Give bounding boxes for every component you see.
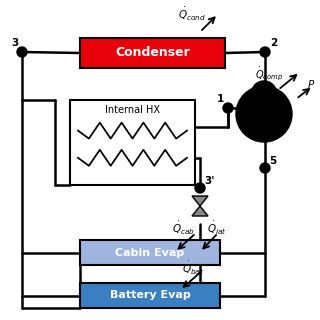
Text: 3': 3' xyxy=(204,176,214,186)
Circle shape xyxy=(260,163,270,173)
Bar xyxy=(80,283,220,308)
Circle shape xyxy=(260,47,270,57)
Bar xyxy=(80,240,220,265)
Circle shape xyxy=(223,103,233,113)
Polygon shape xyxy=(192,196,208,206)
Text: 3: 3 xyxy=(12,38,19,48)
Circle shape xyxy=(195,183,205,193)
Text: $P$: $P$ xyxy=(307,78,315,90)
Circle shape xyxy=(236,86,292,142)
Text: $\dot{Q}_{cond}$: $\dot{Q}_{cond}$ xyxy=(178,5,206,22)
Circle shape xyxy=(252,81,276,106)
Text: $\dot{Q}_{cab}$: $\dot{Q}_{cab}$ xyxy=(172,220,195,236)
Polygon shape xyxy=(192,206,208,216)
Text: $\dot{Q}_{bat}$: $\dot{Q}_{bat}$ xyxy=(182,260,204,276)
Text: Internal HX: Internal HX xyxy=(105,105,160,115)
Text: 1: 1 xyxy=(217,94,224,104)
Text: Cabin Evap: Cabin Evap xyxy=(116,247,185,258)
Text: Battery Evap: Battery Evap xyxy=(110,291,190,300)
Text: $\dot{Q}_{lat}$: $\dot{Q}_{lat}$ xyxy=(207,220,227,236)
Bar xyxy=(80,38,225,68)
Circle shape xyxy=(17,47,27,57)
Text: $\dot{Q}_{comp}$: $\dot{Q}_{comp}$ xyxy=(255,65,283,83)
Bar xyxy=(70,100,195,185)
Text: Condenser: Condenser xyxy=(115,46,190,60)
Text: 2: 2 xyxy=(270,38,277,48)
Text: 5: 5 xyxy=(269,156,276,166)
